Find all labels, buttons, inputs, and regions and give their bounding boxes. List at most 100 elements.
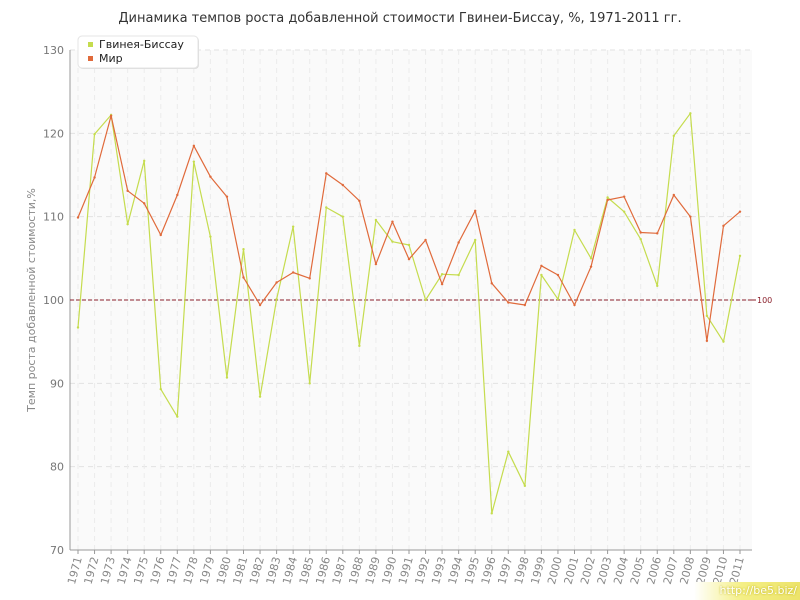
data-point xyxy=(275,281,278,284)
y-tick-label: 70 xyxy=(50,544,64,557)
watermark: http://be5.biz/ xyxy=(694,582,800,600)
data-point xyxy=(225,376,229,379)
data-point xyxy=(126,222,129,226)
y-axis-label: Темп роста добавленной стоимости,% xyxy=(25,188,38,413)
data-point xyxy=(407,257,411,261)
data-point xyxy=(705,314,709,318)
y-tick-label: 110 xyxy=(43,211,64,224)
data-point xyxy=(308,277,311,280)
data-point xyxy=(540,264,543,268)
data-point xyxy=(424,238,427,242)
data-point xyxy=(209,235,212,238)
data-point xyxy=(589,265,593,268)
data-point xyxy=(589,257,593,260)
data-point xyxy=(440,272,444,276)
data-point xyxy=(291,225,295,228)
data-point xyxy=(556,273,560,277)
data-point xyxy=(258,395,262,398)
data-point xyxy=(159,233,162,237)
y-tick-label: 90 xyxy=(50,377,64,390)
data-point xyxy=(242,247,245,251)
chart-title: Динамика темпов роста добавленной стоимо… xyxy=(118,11,681,26)
legend-swatch xyxy=(88,42,93,47)
data-point xyxy=(722,340,725,343)
data-point xyxy=(474,238,477,242)
data-point xyxy=(738,254,742,258)
legend-label: Гвинея-Биссау xyxy=(99,38,184,51)
data-point xyxy=(192,160,196,163)
data-point xyxy=(457,273,460,277)
legend-label: Мир xyxy=(99,52,123,65)
data-point xyxy=(457,241,460,244)
data-point xyxy=(722,224,725,228)
data-point xyxy=(341,183,344,187)
data-point xyxy=(176,415,179,418)
data-point xyxy=(358,199,361,203)
data-point xyxy=(374,218,378,222)
y-tick-label: 130 xyxy=(43,44,64,57)
data-point xyxy=(656,284,659,288)
data-point xyxy=(325,206,328,209)
reference-line-label: 100 xyxy=(757,296,772,305)
data-point xyxy=(639,231,642,234)
data-point xyxy=(126,189,129,193)
data-point xyxy=(258,303,262,307)
data-point xyxy=(606,198,609,202)
data-point xyxy=(176,193,179,197)
data-point xyxy=(556,297,560,301)
data-point xyxy=(424,298,427,302)
data-point xyxy=(109,114,113,118)
data-point xyxy=(291,271,295,274)
data-point xyxy=(143,159,146,163)
data-point xyxy=(192,144,196,148)
data-point xyxy=(490,512,493,515)
data-point xyxy=(209,175,212,178)
data-point xyxy=(143,202,146,205)
data-point xyxy=(523,303,527,307)
reference-line-group: 100 xyxy=(70,296,772,305)
data-point xyxy=(325,172,328,175)
grid xyxy=(70,49,752,551)
data-point xyxy=(76,326,80,329)
data-point xyxy=(391,240,394,243)
data-point xyxy=(523,484,527,488)
data-point xyxy=(639,237,642,241)
data-point xyxy=(689,215,692,218)
legend-swatch xyxy=(88,56,93,61)
data-point xyxy=(622,195,626,198)
y-tick-label: 100 xyxy=(43,294,64,307)
data-point xyxy=(573,228,576,232)
data-point xyxy=(672,193,675,197)
data-point xyxy=(490,282,493,285)
data-point xyxy=(507,450,510,453)
data-point xyxy=(341,215,344,218)
data-point xyxy=(407,243,411,247)
data-point xyxy=(474,209,477,213)
data-point xyxy=(738,210,742,213)
series-layer xyxy=(76,112,742,515)
data-point xyxy=(225,195,229,198)
data-point xyxy=(308,382,311,385)
data-point xyxy=(656,232,659,235)
data-point xyxy=(374,262,378,266)
data-point xyxy=(76,216,80,219)
y-tick-label: 120 xyxy=(43,127,64,140)
data-point xyxy=(606,196,609,199)
data-point xyxy=(540,273,543,277)
data-point xyxy=(705,339,709,343)
data-point xyxy=(159,387,162,391)
data-point xyxy=(358,344,361,348)
data-point xyxy=(622,210,626,213)
legend-box xyxy=(77,35,199,69)
data-point xyxy=(391,220,394,223)
data-point xyxy=(507,301,510,304)
data-point xyxy=(573,303,576,307)
y-tick-label: 80 xyxy=(50,461,64,474)
data-point xyxy=(242,276,245,279)
data-point xyxy=(275,297,278,301)
data-point xyxy=(689,112,692,115)
data-point xyxy=(93,132,96,136)
data-point xyxy=(672,134,675,138)
